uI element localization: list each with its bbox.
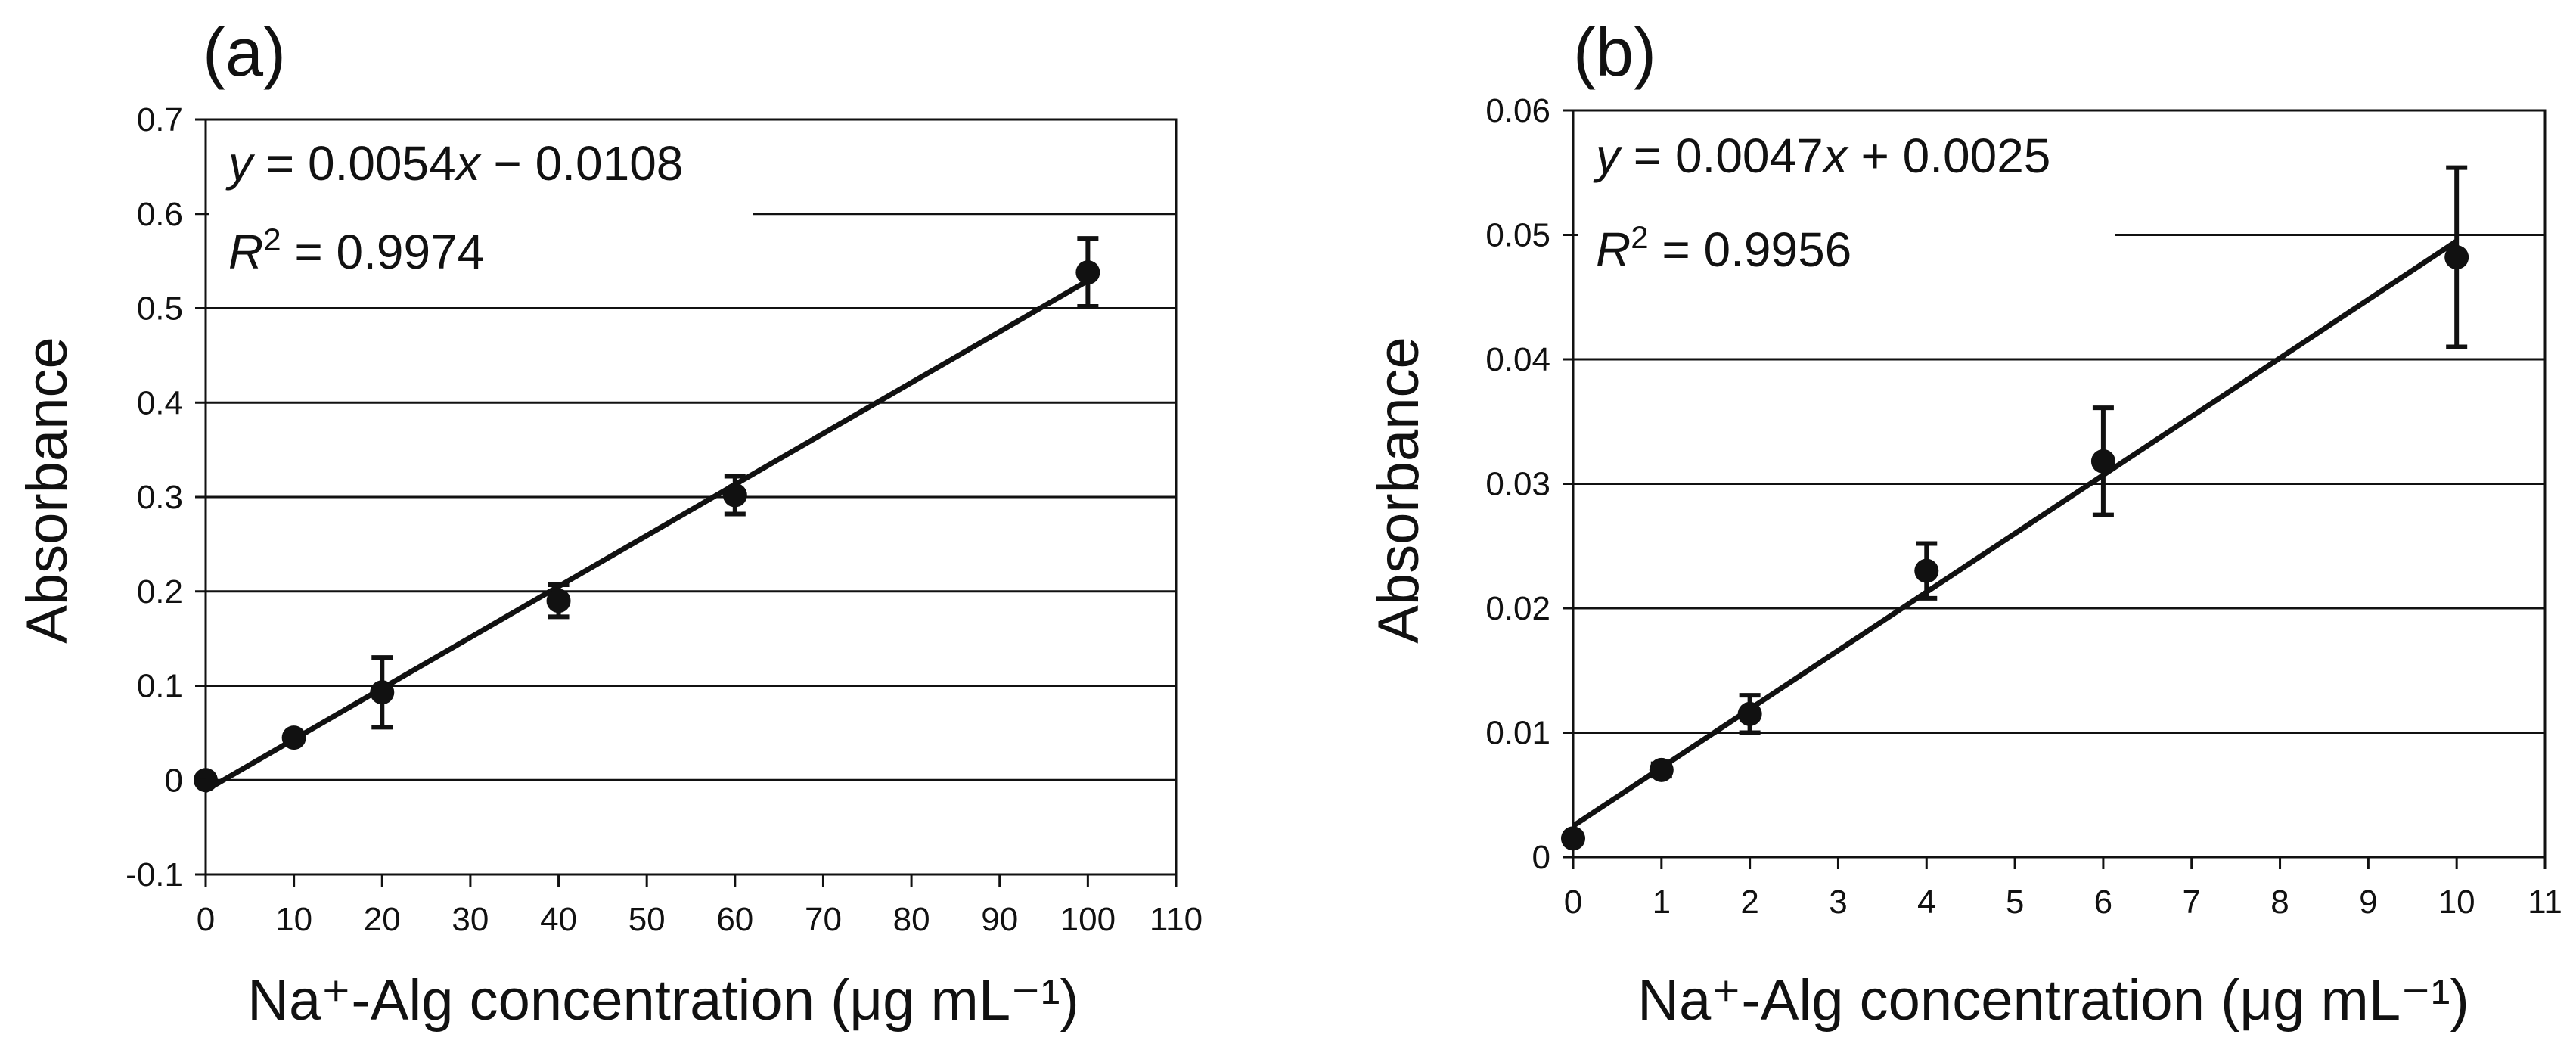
fit-line-group-b: [1572, 238, 2459, 828]
data-point-b: [2090, 449, 2115, 474]
x-tick-label-b: 5: [2006, 884, 2024, 921]
r-squared-value-b: = 0.9956: [1649, 222, 1852, 277]
y-tick-label-a: 0: [165, 762, 183, 799]
fit-line-group-a: [204, 278, 1090, 793]
x-tick-label-a: 100: [1060, 901, 1116, 938]
y-tick-label-b: 0.04: [1485, 341, 1550, 378]
x-tick-label-a: 40: [540, 901, 577, 938]
equation-text-b: y = 0.0047x + 0.0025: [1593, 129, 2050, 183]
panel-label-a: (a): [203, 15, 286, 91]
y-axis-title-b: Absorbance: [1367, 337, 1431, 644]
y-tick-label-a: -0.1: [126, 856, 183, 893]
y-axis-title-a: Absorbance: [15, 337, 79, 644]
data-point-a: [546, 589, 571, 613]
equation-slope-b: = 0.0047: [1620, 129, 1823, 183]
data-point-a: [370, 680, 395, 705]
equation-y-var-b: y: [1593, 129, 1623, 183]
equation-intercept-b: + 0.0025: [1848, 129, 2051, 183]
x-tick-label-b: 0: [1564, 884, 1582, 921]
y-tick-labels-b: 0 0.01 0.02 0.03 0.04 0.05 0.06: [1485, 92, 1573, 876]
y-tick-label-a: 0.1: [137, 668, 183, 705]
x-tick-label-b: 11: [2528, 884, 2562, 921]
r-squared-value-a: = 0.9974: [281, 225, 485, 279]
fit-line-a: [204, 278, 1090, 793]
x-tick-label-b: 3: [1829, 884, 1847, 921]
equation-background-a: [209, 127, 753, 303]
r-squared-symbol-b: R: [1596, 222, 1631, 277]
y-tick-label-b: 0.03: [1485, 466, 1550, 503]
equation-x-var-a: x: [454, 136, 482, 191]
x-tick-label-b: 1: [1653, 884, 1671, 921]
x-tick-label-b: 2: [1740, 884, 1758, 921]
data-point-b: [2444, 245, 2469, 270]
x-tick-label-a: 50: [628, 901, 666, 938]
equation-x-var-b: x: [1821, 129, 1849, 183]
y-tick-label-b: 0.05: [1485, 217, 1550, 254]
x-tick-label-a: 20: [364, 901, 401, 938]
r-squared-symbol-a: R: [228, 225, 263, 279]
y-tick-label-b: 0.02: [1485, 590, 1550, 627]
x-tick-label-a: 80: [893, 901, 930, 938]
x-tick-label-a: 0: [197, 901, 215, 938]
x-axis-title-a: Na⁺-Alg concentration (μg mL⁻¹): [247, 968, 1079, 1033]
x-tick-label-b: 4: [1917, 884, 1935, 921]
x-tick-label-b: 8: [2270, 884, 2289, 921]
data-point-a: [1075, 260, 1100, 285]
fit-line-b: [1572, 238, 2459, 828]
equation-slope-a: = 0.0054: [253, 136, 456, 191]
data-points-a: [194, 236, 1100, 793]
y-tick-label-a: 0.6: [137, 196, 183, 233]
x-tick-label-a: 110: [1150, 901, 1203, 938]
grid-lines-b: [1573, 234, 2545, 734]
equation-background-b: [1578, 118, 2115, 294]
x-tick-label-b: 6: [2094, 884, 2112, 921]
x-tick-label-a: 60: [716, 901, 753, 938]
x-tick-label-b: 9: [2359, 884, 2377, 921]
x-tick-label-a: 30: [452, 901, 489, 938]
equation-intercept-a: − 0.0108: [480, 136, 684, 191]
r-squared-exponent-a: 2: [263, 222, 281, 257]
x-tick-labels-b: 0 1 2 3 4 5 6 7 8 9 10 11: [1564, 857, 2562, 921]
r-squared-text-b: R2 = 0.9956: [1596, 219, 1851, 277]
x-tick-label-a: 10: [275, 901, 312, 938]
r-squared-exponent-b: 2: [1631, 219, 1648, 255]
y-tick-label-b: 0.06: [1485, 92, 1550, 129]
annotation-box-b: y = 0.0047x + 0.0025 R2 = 0.9956: [1578, 118, 2115, 294]
x-tick-label-b: 7: [2182, 884, 2200, 921]
y-tick-label-a: 0.3: [137, 479, 183, 516]
data-point-a: [281, 725, 306, 750]
data-point-b: [1914, 558, 1939, 583]
x-tick-label-a: 90: [981, 901, 1018, 938]
r-squared-text-a: R2 = 0.9974: [228, 222, 484, 279]
data-point-b: [1649, 757, 1674, 782]
y-tick-label-a: 0.2: [137, 573, 183, 610]
chart-panel-b: (b) Absorbance Na⁺-Alg concentration (μg…: [1367, 15, 2562, 1033]
y-tick-label-b: 0.01: [1485, 715, 1550, 752]
chart-panel-a: (a) Absorbance Na⁺-Alg concentration (μg…: [15, 15, 1203, 1033]
y-tick-label-a: 0.5: [137, 290, 183, 328]
x-tick-label-b: 10: [2438, 884, 2475, 921]
y-tick-label-a: 0.4: [137, 384, 183, 421]
y-tick-labels-a: -0.1 0 0.1 0.2 0.3 0.4 0.5 0.6 0.7: [126, 101, 206, 893]
x-tick-labels-a: 0 10 20 30 40 50 60 70 80 90 100 110: [197, 874, 1203, 938]
y-tick-label-a: 0.7: [137, 101, 183, 138]
x-tick-label-a: 70: [805, 901, 842, 938]
data-point-a: [722, 483, 747, 508]
panel-label-b: (b): [1573, 15, 1656, 91]
data-point-b: [1737, 701, 1762, 726]
equation-text-a: y = 0.0054x − 0.0108: [225, 136, 683, 191]
x-axis-title-b: Na⁺-Alg concentration (μg mL⁻¹): [1637, 968, 2469, 1033]
annotation-box-a: y = 0.0054x − 0.0108 R2 = 0.9974: [209, 127, 753, 303]
equation-y-var-a: y: [225, 136, 256, 191]
y-tick-label-b: 0: [1532, 839, 1550, 876]
